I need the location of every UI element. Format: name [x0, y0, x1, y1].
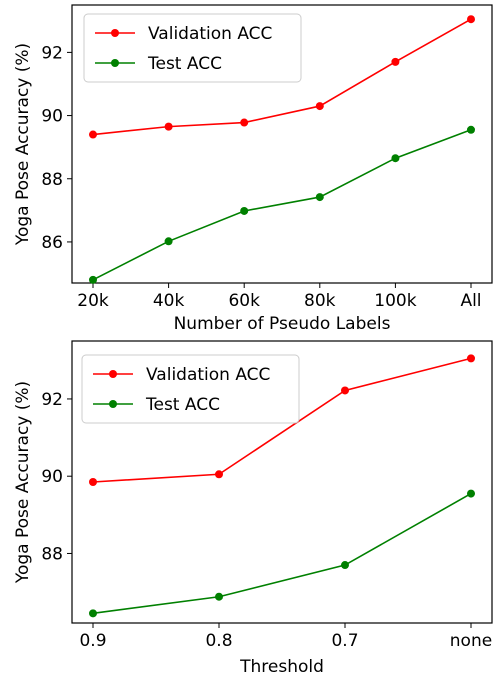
y-tick-label: 88 — [41, 170, 63, 190]
data-point-test — [315, 193, 324, 202]
y-tick-label: 90 — [41, 107, 63, 127]
series-line-test — [92, 492, 472, 615]
plot-frame — [71, 4, 493, 284]
x-tick-label: none — [450, 631, 492, 651]
y-tick-label: 92 — [41, 43, 63, 63]
x-axis-label: Number of Pseudo Labels — [174, 314, 391, 334]
y-tick-label: 92 — [41, 390, 63, 410]
legend-marker — [109, 400, 117, 408]
x-tick-label: 100k — [374, 291, 416, 311]
series-line-validation — [92, 357, 472, 483]
plot-frame — [71, 340, 493, 624]
data-point-validation — [89, 130, 97, 139]
data-point-validation — [467, 354, 475, 363]
x-tick-label: 40k — [153, 291, 185, 311]
legend-label: Test ACC — [147, 54, 222, 74]
x-tick-label: 60k — [228, 291, 260, 311]
data-point-test — [164, 237, 173, 246]
legend-label: Validation ACC — [146, 365, 270, 385]
y-axis-label: Yoga Pose Accuracy (%) — [13, 381, 33, 584]
data-point-validation — [240, 118, 249, 127]
data-point-test — [391, 154, 400, 163]
legend-marker — [109, 370, 117, 378]
data-point-validation — [341, 386, 349, 395]
data-point-validation — [315, 102, 324, 111]
data-point-test — [341, 561, 349, 570]
y-tick-label: 86 — [41, 233, 63, 253]
x-tick-label: 0.9 — [79, 631, 106, 651]
y-axis-label: Yoga Pose Accuracy (%) — [13, 43, 33, 246]
data-point-validation — [391, 57, 400, 66]
legend-box — [81, 354, 300, 424]
x-tick-label: 20k — [77, 291, 109, 311]
series-line-test — [92, 129, 472, 281]
legend-marker — [111, 29, 119, 37]
x-tick-label: 80k — [304, 291, 336, 311]
legend-box — [83, 13, 302, 83]
legend-label: Validation ACC — [148, 24, 272, 44]
y-tick-label: 88 — [41, 544, 63, 564]
data-point-test — [215, 592, 223, 601]
data-point-validation — [215, 470, 223, 479]
x-tick-label: All — [460, 291, 481, 311]
chart-top: 20k 40k 60k 80k 100k All 86 88 90 92 Number of Pse… — [13, 4, 493, 334]
data-point-validation — [467, 15, 475, 24]
data-point-test — [89, 609, 97, 618]
x-tick-label: 0.7 — [331, 631, 358, 651]
legend-label: Test ACC — [145, 395, 220, 415]
data-point-validation — [89, 478, 97, 486]
x-axis-label: Threshold — [239, 657, 324, 677]
data-point-test — [89, 275, 97, 284]
y-tick-label: 90 — [41, 467, 63, 487]
chart-bottom: 0.9 0.8 0.7 none 88 90 92 Threshold Yoga Pose Ac… — [13, 340, 493, 677]
data-point-validation — [164, 122, 173, 131]
data-point-test — [467, 489, 475, 498]
data-point-test — [240, 206, 249, 215]
data-point-test — [467, 125, 475, 134]
series-line-validation — [92, 18, 472, 136]
legend-marker — [111, 59, 119, 67]
x-tick-label: 0.8 — [205, 631, 232, 651]
